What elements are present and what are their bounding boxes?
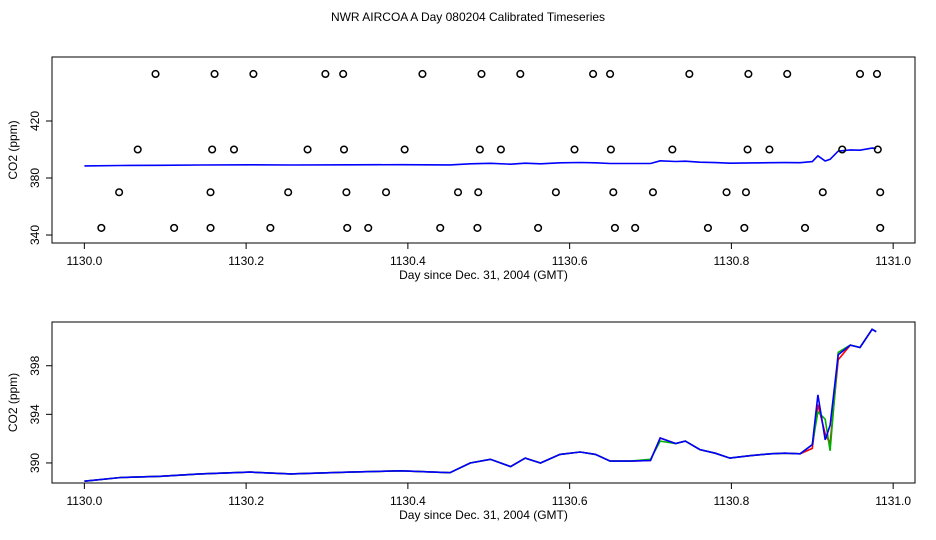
data-point	[606, 69, 615, 79]
data-point	[855, 69, 865, 79]
y-axis-title: CO2 (ppm)	[6, 120, 20, 179]
y-tick-label: 394	[28, 404, 42, 424]
data-point	[266, 223, 275, 232]
data-point	[249, 69, 258, 79]
chart-title: NWR AIRCOA A Day 080204 Calibrated Times…	[331, 10, 605, 24]
data-point	[453, 188, 463, 197]
data-point	[210, 69, 219, 79]
data-point	[606, 145, 615, 154]
data-point	[97, 223, 106, 232]
data-point	[534, 223, 543, 232]
y-tick-label: 380	[28, 168, 42, 188]
data-line	[84, 328, 877, 482]
x-tick-label: 1130.4	[390, 494, 426, 508]
data-point	[516, 69, 525, 79]
x-tick-label: 1130.0	[66, 254, 102, 268]
data-point	[436, 223, 445, 232]
x-tick-label: 1130.6	[552, 254, 588, 268]
data-point	[648, 188, 657, 197]
data-line	[84, 328, 877, 482]
data-point	[339, 145, 349, 154]
data-point	[570, 145, 579, 154]
data-point	[229, 145, 239, 154]
data-point	[151, 69, 160, 79]
data-point	[741, 188, 751, 197]
data-point	[765, 145, 774, 154]
plot-frame	[51, 56, 916, 244]
x-tick-label: 1130.2	[228, 254, 264, 268]
x-tick-label: 1130.4	[390, 254, 426, 268]
data-point	[873, 145, 882, 154]
y-tick-label: 340	[28, 225, 42, 245]
data-point	[303, 145, 312, 154]
data-point	[206, 223, 215, 232]
data-point	[208, 145, 217, 154]
y-axis-title: CO2 (ppm)	[6, 373, 20, 432]
x-tick-label: 1131.0	[875, 254, 911, 268]
data-point	[610, 223, 619, 232]
data-point	[685, 69, 694, 79]
data-point	[744, 69, 753, 79]
data-point	[722, 188, 731, 197]
data-point	[783, 69, 792, 79]
data-point	[876, 188, 885, 197]
data-point	[364, 223, 373, 232]
y-tick-label: 420	[28, 111, 42, 131]
data-point	[818, 188, 827, 197]
y-tick-label: 398	[28, 355, 42, 375]
data-line	[84, 147, 877, 167]
x-tick-label: 1130.8	[713, 494, 749, 508]
data-point	[418, 69, 427, 79]
data-point	[589, 69, 598, 79]
data-point	[381, 188, 391, 197]
data-point	[743, 145, 752, 154]
data-point	[475, 145, 484, 154]
x-tick-label: 1130.2	[228, 494, 264, 508]
data-point	[740, 223, 749, 232]
data-point	[551, 188, 560, 197]
data-line	[84, 328, 877, 482]
data-point	[400, 145, 409, 154]
data-point	[477, 69, 486, 79]
data-point	[342, 188, 351, 197]
x-axis-title: Day since Dec. 31, 2004 (GMT)	[399, 268, 568, 282]
data-point	[284, 188, 293, 197]
data-point	[206, 188, 215, 197]
data-point	[609, 188, 618, 197]
x-tick-label: 1131.0	[875, 494, 911, 508]
data-point	[631, 223, 640, 232]
data-point	[321, 69, 330, 79]
data-point	[170, 223, 179, 232]
data-point	[668, 145, 677, 154]
data-point	[876, 223, 885, 232]
data-point	[115, 188, 124, 197]
data-point	[872, 69, 882, 79]
data-point	[343, 223, 352, 232]
data-point	[838, 145, 847, 154]
data-point	[339, 69, 348, 79]
x-tick-label: 1130.8	[713, 254, 749, 268]
x-tick-label: 1130.6	[552, 494, 588, 508]
y-tick-label: 390	[28, 453, 42, 473]
data-point	[496, 145, 505, 154]
plot-frame	[51, 321, 916, 484]
data-point	[703, 223, 712, 232]
data-point	[473, 223, 482, 232]
data-point	[800, 223, 810, 232]
data-point	[133, 145, 142, 154]
x-tick-label: 1130.0	[66, 494, 102, 508]
data-point	[474, 188, 483, 197]
x-axis-title: Day since Dec. 31, 2004 (GMT)	[399, 508, 568, 522]
